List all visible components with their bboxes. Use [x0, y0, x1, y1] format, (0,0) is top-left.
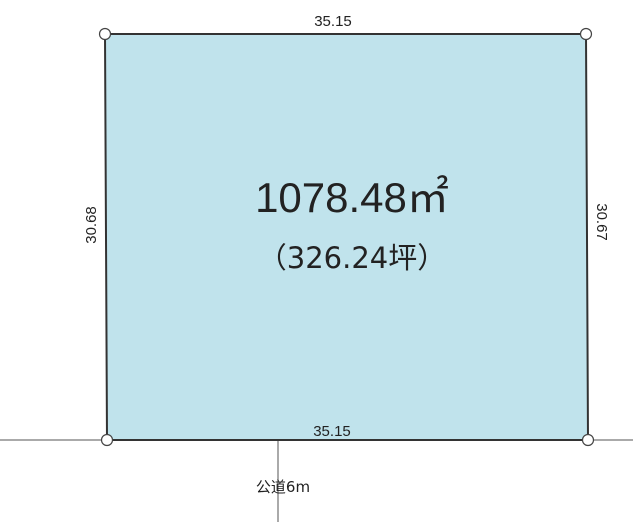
corner-marker-top-left — [98, 27, 112, 41]
right-length-label: 30.67 — [593, 203, 610, 241]
area-sqm-value: 1078.48 — [255, 174, 407, 221]
road-label: 公道6m — [256, 478, 310, 496]
left-length-label: 30.68 — [83, 206, 100, 244]
area-tsubo-label: （326.24坪） — [258, 241, 446, 275]
area-unit: ㎡ — [407, 174, 449, 221]
area-label: 1078.48㎡ — [255, 174, 449, 221]
top-length-label: 35.15 — [314, 13, 352, 30]
corner-marker-bottom-left — [100, 433, 114, 447]
corner-marker-bottom-right — [581, 433, 595, 447]
bottom-length-label: 35.15 — [313, 423, 351, 440]
corner-marker-top-right — [579, 27, 593, 41]
lot-shape — [103, 33, 590, 441]
